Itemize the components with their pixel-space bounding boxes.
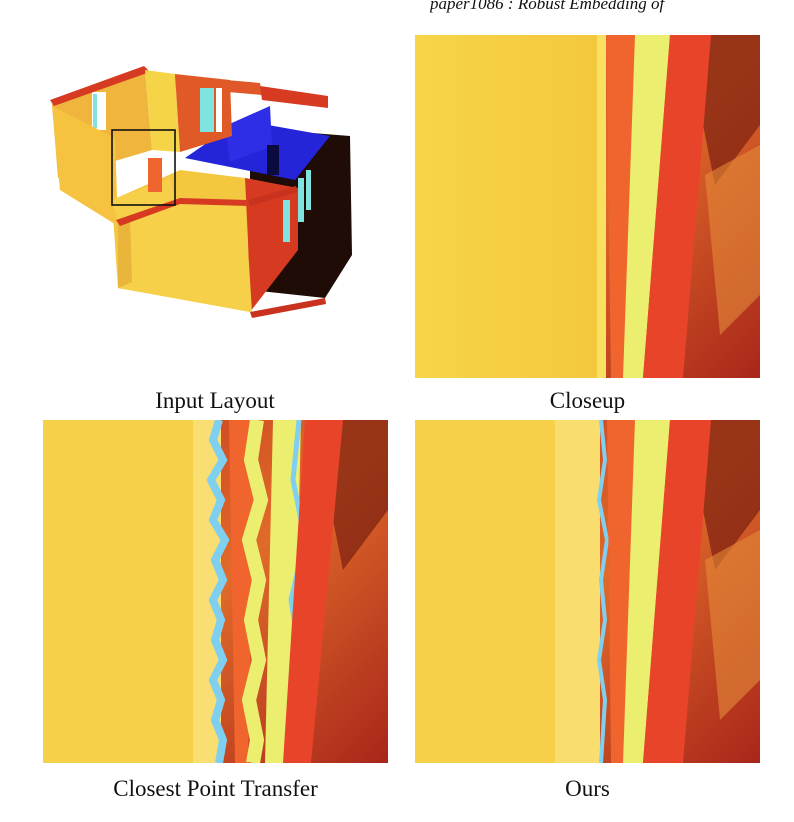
- ours-image: [415, 420, 760, 763]
- closeup-image: [415, 35, 760, 378]
- ours-caption: Ours: [565, 776, 610, 801]
- closest-point-transfer-caption: Closest Point Transfer: [113, 776, 318, 801]
- input-layout-caption: Input Layout: [155, 388, 275, 413]
- closeup-caption: Closeup: [549, 388, 626, 413]
- closest-point-transfer-image: [43, 420, 388, 763]
- running-header: paper1086 : Robust Embedding of: [430, 0, 665, 13]
- input-layout-image: [40, 50, 370, 350]
